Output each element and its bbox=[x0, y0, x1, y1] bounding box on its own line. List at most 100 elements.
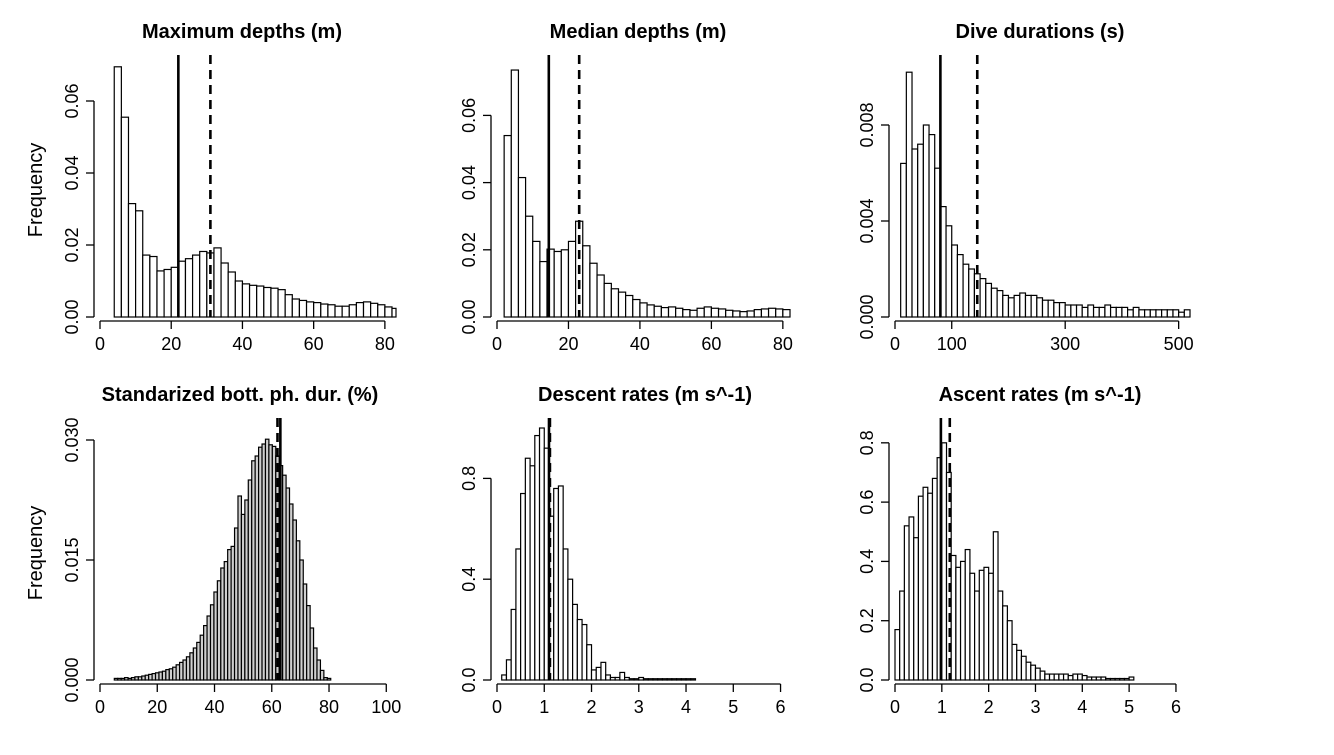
histogram-bar bbox=[905, 71, 913, 318]
histogram-bar bbox=[1172, 309, 1180, 318]
y-tick-label: 0.04 bbox=[62, 155, 82, 190]
x-tick-label: 80 bbox=[773, 334, 793, 354]
histogram-bar bbox=[135, 210, 144, 318]
histogram-bar bbox=[959, 560, 966, 681]
histogram-bar bbox=[685, 678, 692, 681]
histogram-bar bbox=[567, 578, 574, 681]
histogram-bar bbox=[326, 677, 332, 681]
histogram-bar bbox=[1100, 676, 1107, 681]
y-axis: 0.0 0.4 0.8 bbox=[459, 466, 492, 693]
x-tick-label: 0 bbox=[492, 334, 502, 354]
y-tick-label: 0.00 bbox=[62, 299, 82, 334]
x-tick-label: 3 bbox=[1030, 697, 1040, 717]
y-axis: 0.000 0.004 0.008 bbox=[857, 102, 890, 340]
histogram-bar bbox=[291, 298, 301, 318]
histogram-bar bbox=[660, 306, 670, 318]
histogram-bar bbox=[503, 134, 512, 318]
histogram-bar bbox=[717, 308, 727, 318]
histogram-bar bbox=[517, 176, 527, 318]
x-axis: 0 1 2 3 4 5 6 bbox=[492, 683, 786, 717]
x-tick-label: 6 bbox=[1171, 697, 1181, 717]
histogram-bar bbox=[1058, 302, 1066, 318]
histogram-bar bbox=[384, 306, 393, 318]
histogram-bar bbox=[581, 623, 588, 681]
x-tick-label: 4 bbox=[1077, 697, 1087, 717]
histogram-bar bbox=[661, 678, 668, 681]
x-tick-label: 80 bbox=[375, 334, 395, 354]
histogram-bar bbox=[609, 676, 616, 681]
histogram-bar bbox=[903, 525, 910, 681]
histogram-bar bbox=[1070, 304, 1078, 318]
panel-3: Dive durations (s)0 100 300 5000.0000.0040.… bbox=[857, 21, 1194, 354]
histogram-bar bbox=[1155, 309, 1163, 318]
histogram-bar bbox=[1048, 673, 1055, 681]
y-tick-label: 0.000 bbox=[62, 657, 82, 702]
histogram-bar bbox=[675, 307, 684, 318]
y-tick-label: 0.004 bbox=[857, 198, 877, 243]
histogram-bar bbox=[642, 678, 649, 681]
histogram-bar bbox=[1119, 677, 1126, 681]
histogram-bar bbox=[113, 66, 122, 318]
histogram-bar bbox=[1013, 294, 1021, 318]
y-axis-label: Frequency bbox=[25, 143, 47, 238]
histogram-bar bbox=[270, 287, 279, 318]
histogram-bar bbox=[922, 124, 930, 318]
y-tick-label: 0.02 bbox=[459, 232, 479, 267]
histogram-bar bbox=[927, 492, 934, 681]
histogram-bar bbox=[1030, 294, 1038, 318]
histogram-bar bbox=[931, 477, 938, 681]
y-tick-label: 0.000 bbox=[857, 294, 877, 339]
histogram-bar bbox=[894, 628, 901, 681]
x-axis: 0 1 2 3 4 5 6 bbox=[890, 683, 1181, 717]
x-tick-label: 80 bbox=[319, 697, 339, 717]
x-axis: 0 20 40 60 80 bbox=[492, 320, 793, 354]
histogram-bar bbox=[1161, 309, 1168, 318]
histogram-bar bbox=[1081, 674, 1088, 681]
y-axis: 0.00 0.02 0.04 0.06 bbox=[62, 83, 95, 335]
panel-title: Dive durations (s) bbox=[956, 21, 1125, 43]
panel-title: Maximum depths (m) bbox=[142, 21, 342, 43]
histogram-bar bbox=[1087, 304, 1095, 318]
x-tick-label: 20 bbox=[147, 697, 167, 717]
histogram-bar bbox=[362, 301, 372, 318]
histogram-bar bbox=[234, 280, 244, 318]
x-tick-label: 500 bbox=[1164, 334, 1194, 354]
histogram-bar bbox=[319, 669, 325, 681]
histogram-bar bbox=[951, 244, 959, 318]
histogram-bar bbox=[1062, 673, 1069, 681]
histogram-bar bbox=[553, 487, 560, 681]
histogram-bar bbox=[1036, 297, 1044, 318]
histogram-bar bbox=[978, 569, 985, 681]
histogram-bar bbox=[983, 566, 990, 681]
histogram-bar bbox=[1058, 673, 1065, 681]
histogram-bar bbox=[689, 309, 698, 318]
x-tick-label: 1 bbox=[539, 697, 549, 717]
histogram-bar bbox=[900, 162, 907, 318]
histogram-bar bbox=[1030, 664, 1037, 681]
histogram-bar bbox=[666, 678, 673, 681]
histogram-bar bbox=[572, 603, 578, 681]
histogram-bar bbox=[899, 590, 905, 681]
y-tick-label: 0.2 bbox=[857, 608, 877, 633]
histogram-bar bbox=[1075, 304, 1083, 318]
x-tick-label: 0 bbox=[95, 334, 105, 354]
histogram-bar bbox=[277, 289, 286, 318]
histogram-bar bbox=[996, 290, 1004, 318]
histogram-bar bbox=[341, 305, 350, 318]
y-tick-label: 0.015 bbox=[62, 537, 82, 582]
histogram-bar bbox=[911, 148, 919, 318]
histogram-bar bbox=[922, 486, 929, 681]
histogram-bar bbox=[1121, 306, 1129, 318]
histogram-bar bbox=[313, 302, 322, 318]
histogram-bar bbox=[256, 285, 265, 318]
x-tick-label: 2 bbox=[587, 697, 597, 717]
histogram-bar bbox=[199, 250, 208, 318]
histogram-bar bbox=[917, 143, 924, 318]
histogram-bar bbox=[600, 661, 607, 681]
histogram-bar bbox=[213, 247, 222, 318]
histogram-bar bbox=[950, 554, 957, 681]
y-tick-label: 0.06 bbox=[62, 83, 82, 118]
y-tick-label: 0.030 bbox=[62, 417, 82, 462]
histogram-bar bbox=[682, 309, 691, 318]
